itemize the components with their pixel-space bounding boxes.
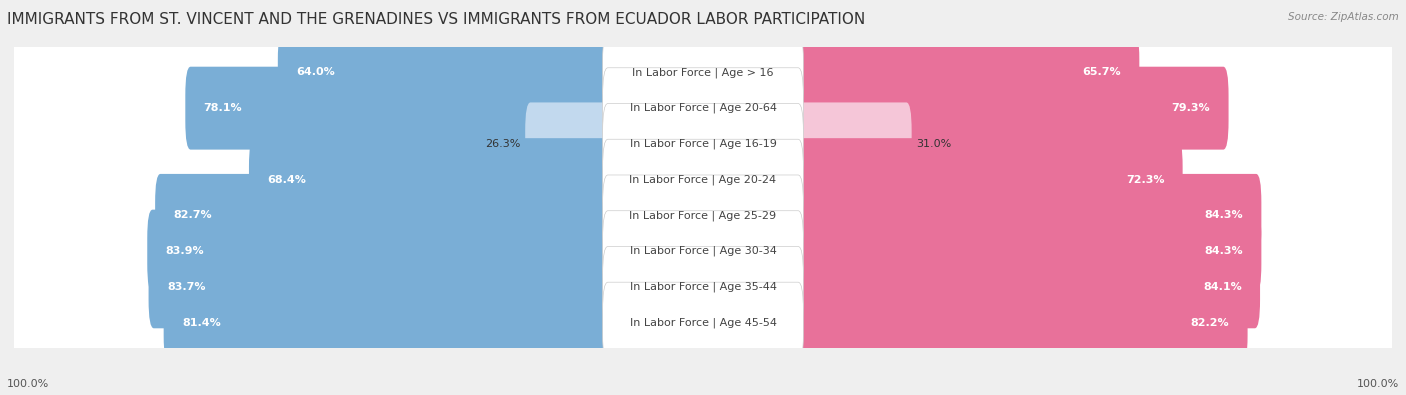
Text: 100.0%: 100.0%: [7, 379, 49, 389]
FancyBboxPatch shape: [790, 138, 1182, 221]
Text: 64.0%: 64.0%: [297, 68, 335, 77]
Text: 65.7%: 65.7%: [1083, 68, 1121, 77]
FancyBboxPatch shape: [155, 174, 616, 257]
Text: 100.0%: 100.0%: [1357, 379, 1399, 389]
FancyBboxPatch shape: [790, 67, 1229, 150]
FancyBboxPatch shape: [10, 15, 1396, 130]
FancyBboxPatch shape: [603, 246, 803, 327]
FancyBboxPatch shape: [603, 211, 803, 292]
Text: 82.7%: 82.7%: [173, 211, 212, 220]
FancyBboxPatch shape: [10, 229, 1396, 345]
FancyBboxPatch shape: [149, 245, 616, 328]
FancyBboxPatch shape: [10, 86, 1396, 202]
FancyBboxPatch shape: [10, 158, 1396, 273]
Text: 84.1%: 84.1%: [1204, 282, 1241, 292]
Text: In Labor Force | Age 20-24: In Labor Force | Age 20-24: [630, 174, 776, 185]
Text: 84.3%: 84.3%: [1205, 246, 1243, 256]
FancyBboxPatch shape: [10, 265, 1396, 380]
Text: Source: ZipAtlas.com: Source: ZipAtlas.com: [1288, 12, 1399, 22]
FancyBboxPatch shape: [790, 210, 1261, 293]
FancyBboxPatch shape: [148, 210, 616, 293]
FancyBboxPatch shape: [603, 139, 803, 220]
Text: 79.3%: 79.3%: [1171, 103, 1211, 113]
FancyBboxPatch shape: [10, 193, 1396, 309]
Text: In Labor Force | Age > 16: In Labor Force | Age > 16: [633, 67, 773, 78]
FancyBboxPatch shape: [790, 31, 1139, 114]
FancyBboxPatch shape: [790, 281, 1247, 364]
Text: 82.2%: 82.2%: [1191, 318, 1229, 327]
Text: 83.9%: 83.9%: [166, 246, 204, 256]
Text: 78.1%: 78.1%: [204, 103, 242, 113]
Text: In Labor Force | Age 20-64: In Labor Force | Age 20-64: [630, 103, 776, 113]
Text: In Labor Force | Age 16-19: In Labor Force | Age 16-19: [630, 139, 776, 149]
Text: In Labor Force | Age 45-54: In Labor Force | Age 45-54: [630, 317, 776, 328]
Text: 68.4%: 68.4%: [267, 175, 307, 184]
FancyBboxPatch shape: [163, 281, 616, 364]
Text: 84.3%: 84.3%: [1205, 211, 1243, 220]
FancyBboxPatch shape: [603, 103, 803, 184]
FancyBboxPatch shape: [249, 138, 616, 221]
Text: 26.3%: 26.3%: [485, 139, 520, 149]
Text: 83.7%: 83.7%: [167, 282, 205, 292]
FancyBboxPatch shape: [603, 175, 803, 256]
Text: 72.3%: 72.3%: [1126, 175, 1164, 184]
Text: 31.0%: 31.0%: [917, 139, 952, 149]
Text: IMMIGRANTS FROM ST. VINCENT AND THE GRENADINES VS IMMIGRANTS FROM ECUADOR LABOR : IMMIGRANTS FROM ST. VINCENT AND THE GREN…: [7, 12, 865, 27]
FancyBboxPatch shape: [10, 122, 1396, 237]
FancyBboxPatch shape: [603, 282, 803, 363]
FancyBboxPatch shape: [526, 102, 616, 185]
FancyBboxPatch shape: [603, 68, 803, 149]
Text: In Labor Force | Age 25-29: In Labor Force | Age 25-29: [630, 210, 776, 221]
FancyBboxPatch shape: [790, 245, 1260, 328]
Text: In Labor Force | Age 30-34: In Labor Force | Age 30-34: [630, 246, 776, 256]
Text: 81.4%: 81.4%: [181, 318, 221, 327]
FancyBboxPatch shape: [790, 174, 1261, 257]
FancyBboxPatch shape: [603, 32, 803, 113]
FancyBboxPatch shape: [186, 67, 616, 150]
FancyBboxPatch shape: [790, 102, 911, 185]
FancyBboxPatch shape: [10, 50, 1396, 166]
Text: In Labor Force | Age 35-44: In Labor Force | Age 35-44: [630, 282, 776, 292]
FancyBboxPatch shape: [278, 31, 616, 114]
